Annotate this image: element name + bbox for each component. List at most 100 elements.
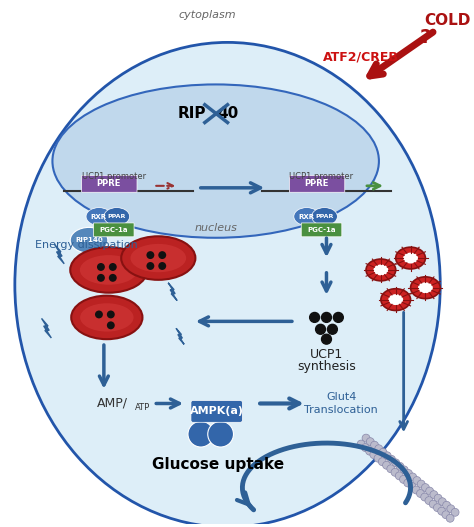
FancyBboxPatch shape — [93, 223, 134, 237]
Text: UCP1 promoter: UCP1 promoter — [82, 172, 146, 181]
Circle shape — [404, 479, 412, 487]
Ellipse shape — [80, 303, 134, 331]
Text: PPAR: PPAR — [315, 214, 334, 219]
Circle shape — [430, 491, 438, 499]
Ellipse shape — [418, 282, 433, 293]
Circle shape — [97, 263, 105, 271]
Ellipse shape — [80, 255, 138, 285]
Circle shape — [446, 514, 454, 522]
Text: UCP1 promoter: UCP1 promoter — [290, 172, 354, 181]
FancyBboxPatch shape — [301, 223, 342, 237]
Circle shape — [392, 459, 400, 467]
Text: ATP: ATP — [135, 403, 150, 412]
Circle shape — [357, 440, 365, 448]
Text: nucleus: nucleus — [194, 223, 237, 233]
Circle shape — [383, 461, 391, 469]
Circle shape — [421, 484, 429, 492]
Circle shape — [370, 451, 378, 458]
Circle shape — [409, 473, 417, 481]
Circle shape — [378, 458, 386, 466]
Circle shape — [361, 444, 369, 452]
Polygon shape — [55, 244, 64, 264]
Text: RIP: RIP — [177, 106, 206, 121]
Circle shape — [316, 324, 326, 334]
Ellipse shape — [381, 289, 410, 310]
Circle shape — [395, 472, 403, 480]
Ellipse shape — [53, 84, 379, 238]
Ellipse shape — [388, 294, 403, 305]
Circle shape — [429, 500, 437, 508]
Circle shape — [146, 262, 155, 270]
Circle shape — [425, 496, 433, 504]
Circle shape — [438, 507, 446, 515]
FancyBboxPatch shape — [289, 175, 345, 192]
Circle shape — [434, 494, 442, 502]
Circle shape — [391, 469, 399, 476]
Circle shape — [442, 511, 450, 519]
Ellipse shape — [366, 259, 396, 281]
Circle shape — [387, 465, 395, 473]
Text: PPRE: PPRE — [97, 179, 121, 188]
Circle shape — [404, 470, 412, 477]
Text: PGC-1a: PGC-1a — [307, 227, 336, 233]
Polygon shape — [168, 283, 177, 300]
Circle shape — [333, 313, 343, 323]
Ellipse shape — [121, 236, 195, 280]
Ellipse shape — [396, 247, 425, 269]
Circle shape — [365, 447, 374, 455]
Text: 40: 40 — [218, 106, 239, 121]
Circle shape — [310, 313, 319, 323]
Ellipse shape — [70, 247, 147, 292]
Circle shape — [158, 251, 166, 259]
Text: ATF2/CREB: ATF2/CREB — [323, 51, 399, 64]
Circle shape — [408, 483, 416, 491]
Circle shape — [97, 274, 105, 282]
Circle shape — [328, 324, 337, 334]
Text: PGC-1a: PGC-1a — [100, 227, 128, 233]
Ellipse shape — [104, 208, 129, 226]
Ellipse shape — [311, 208, 337, 226]
Circle shape — [146, 251, 155, 259]
Circle shape — [321, 313, 331, 323]
Circle shape — [158, 262, 166, 270]
Text: cytoplasm: cytoplasm — [179, 9, 237, 19]
Circle shape — [421, 493, 428, 501]
Circle shape — [188, 421, 214, 447]
Circle shape — [388, 455, 395, 463]
Circle shape — [321, 334, 331, 344]
Circle shape — [208, 421, 234, 447]
Circle shape — [362, 434, 370, 442]
Text: Translocation: Translocation — [304, 405, 378, 415]
FancyBboxPatch shape — [191, 401, 242, 422]
Circle shape — [374, 454, 382, 462]
Circle shape — [417, 490, 424, 497]
Circle shape — [95, 310, 103, 318]
Text: RIP140: RIP140 — [75, 237, 103, 243]
Circle shape — [438, 498, 447, 506]
Text: Glucose uptake: Glucose uptake — [152, 457, 284, 472]
Circle shape — [383, 452, 391, 460]
Circle shape — [375, 445, 383, 453]
Circle shape — [433, 504, 441, 512]
Polygon shape — [42, 318, 51, 338]
Circle shape — [107, 310, 115, 318]
Circle shape — [366, 438, 374, 446]
Ellipse shape — [70, 227, 108, 253]
Circle shape — [426, 487, 434, 495]
Circle shape — [396, 462, 404, 470]
Ellipse shape — [410, 277, 440, 299]
Ellipse shape — [71, 296, 143, 339]
Ellipse shape — [374, 265, 388, 276]
Ellipse shape — [294, 208, 319, 226]
Circle shape — [379, 448, 387, 456]
Text: COLD: COLD — [424, 13, 470, 28]
Ellipse shape — [130, 244, 186, 272]
Circle shape — [109, 274, 117, 282]
FancyBboxPatch shape — [82, 175, 137, 192]
Text: UCP1: UCP1 — [310, 347, 343, 360]
Circle shape — [107, 321, 115, 329]
Circle shape — [400, 475, 408, 483]
Text: Glut4: Glut4 — [326, 392, 356, 402]
Circle shape — [417, 480, 425, 488]
Circle shape — [443, 501, 451, 509]
